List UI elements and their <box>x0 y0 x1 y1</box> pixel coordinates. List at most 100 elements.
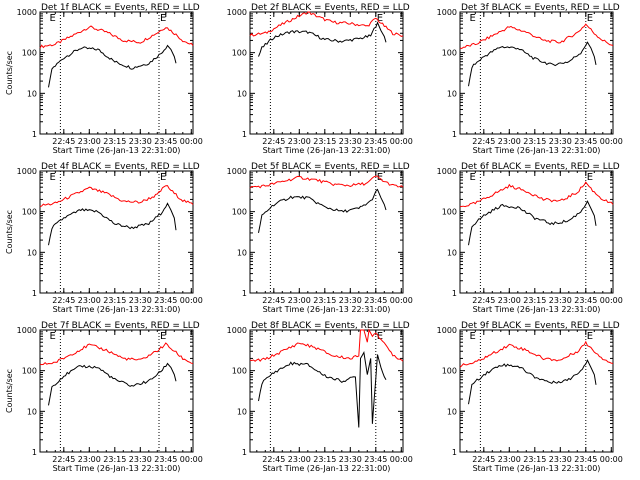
y-tick-label: 100 <box>442 208 457 217</box>
x-tick-label: 23:15 <box>523 137 546 146</box>
events-rate-line <box>48 202 177 246</box>
panel-title: Det 6f BLACK = Events, RED = LLD <box>461 162 620 172</box>
y-tick-label: 100 <box>442 49 457 58</box>
lld-rate-line <box>249 175 404 189</box>
x-tick-label: 00:00 <box>180 137 203 146</box>
plot-frame <box>249 170 404 294</box>
y-tick-label: 100 <box>22 367 37 376</box>
x-tick-label: 23:45 <box>154 296 177 305</box>
x-tick-label: 23:30 <box>549 296 572 305</box>
y-tick-label: 1000 <box>17 8 37 17</box>
x-axis-label: Start Time (26-Jan-13 22:31:00) <box>263 146 391 155</box>
panel-title: Det 9f BLACK = Events, RED = LLD <box>461 321 620 331</box>
lld-rate-line <box>459 181 614 208</box>
y-axis-label: Counts/sec <box>5 210 14 254</box>
y-tick-label: 1 <box>242 289 247 298</box>
event-marker-label: E <box>50 172 56 183</box>
y-tick-label: 100 <box>442 367 457 376</box>
x-tick-label: 23:45 <box>574 296 597 305</box>
x-tick-label: 23:00 <box>498 455 521 464</box>
x-tick-label: 23:45 <box>364 137 387 146</box>
panel-title: Det 2f BLACK = Events, RED = LLD <box>251 3 410 13</box>
y-tick-label: 100 <box>22 208 37 217</box>
lld-rate-line <box>459 340 614 368</box>
y-tick-label: 1000 <box>17 167 37 176</box>
y-tick-label: 1000 <box>227 326 247 335</box>
event-marker-label: E <box>470 172 476 183</box>
y-tick-label: 1 <box>32 130 37 139</box>
plot-frame <box>459 11 614 135</box>
y-tick-label: 1 <box>452 448 457 457</box>
x-tick-label: 22:45 <box>472 137 495 146</box>
panel-det-6f: Det 6f BLACK = Events, RED = LLD 1 10 100 10… <box>437 162 623 314</box>
event-marker-label: E <box>470 331 476 342</box>
x-axis-label: Start Time (26-Jan-13 22:31:00) <box>473 146 601 155</box>
x-tick-label: 00:00 <box>600 137 623 146</box>
x-tick-label: 23:45 <box>154 137 177 146</box>
y-tick-label: 1000 <box>227 8 247 17</box>
lld-rate-line <box>249 11 404 37</box>
x-tick-label: 00:00 <box>180 455 203 464</box>
panel-title: Det 5f BLACK = Events, RED = LLD <box>251 162 410 172</box>
x-tick-label: 23:00 <box>78 296 101 305</box>
events-rate-line <box>468 41 597 87</box>
panel-det-4f: Det 4f BLACK = Events, RED = LLD 1 10 100 10… <box>5 162 203 314</box>
plot-frame <box>249 11 404 135</box>
panel-det-7f: Det 7f BLACK = Events, RED = LLD 1 10 100 10… <box>5 321 203 473</box>
x-axis-label: Start Time (26-Jan-13 22:31:00) <box>263 305 391 314</box>
events-rate-line <box>48 44 177 88</box>
y-tick-label: 10 <box>27 248 37 257</box>
x-tick-label: 23:00 <box>498 137 521 146</box>
x-tick-label: 23:15 <box>103 296 126 305</box>
lld-rate-line <box>39 25 194 49</box>
events-rate-line <box>48 362 177 406</box>
x-tick-label: 23:15 <box>523 455 546 464</box>
x-axis-label: Start Time (26-Jan-13 22:31:00) <box>53 146 181 155</box>
x-tick-label: 23:15 <box>313 137 336 146</box>
y-tick-label: 10 <box>27 89 37 98</box>
x-tick-label: 23:00 <box>288 137 311 146</box>
x-tick-label: 22:45 <box>52 455 75 464</box>
x-axis-label: Start Time (26-Jan-13 22:31:00) <box>473 464 601 473</box>
event-marker-label: E <box>50 13 56 24</box>
y-tick-label: 10 <box>447 248 457 257</box>
events-rate-line <box>258 21 387 57</box>
x-tick-label: 23:15 <box>313 296 336 305</box>
x-tick-label: 23:30 <box>549 137 572 146</box>
y-tick-label: 10 <box>237 407 247 416</box>
panel-title: Det 3f BLACK = Events, RED = LLD <box>461 3 620 13</box>
x-tick-label: 22:45 <box>472 455 495 464</box>
x-tick-label: 00:00 <box>180 296 203 305</box>
x-tick-label: 23:45 <box>364 455 387 464</box>
event-marker-label: E <box>160 172 166 183</box>
x-tick-label: 23:30 <box>129 137 152 146</box>
panel-det-5f: Det 5f BLACK = Events, RED = LLD 1 10 100 10… <box>227 162 413 314</box>
x-tick-label: 23:00 <box>78 455 101 464</box>
y-tick-label: 1 <box>242 130 247 139</box>
lld-rate-line <box>39 185 194 208</box>
lld-rate-line <box>249 328 404 362</box>
x-tick-label: 22:45 <box>262 137 285 146</box>
x-tick-label: 23:00 <box>288 455 311 464</box>
events-rate-line <box>468 359 597 405</box>
x-axis-label: Start Time (26-Jan-13 22:31:00) <box>473 305 601 314</box>
y-tick-label: 10 <box>447 89 457 98</box>
y-tick-label: 1 <box>32 448 37 457</box>
x-tick-label: 23:15 <box>313 455 336 464</box>
x-tick-label: 00:00 <box>390 455 413 464</box>
y-tick-label: 1000 <box>437 167 457 176</box>
event-marker-label: E <box>377 331 383 342</box>
x-tick-label: 23:45 <box>364 296 387 305</box>
events-rate-line <box>468 200 597 246</box>
x-tick-label: 23:45 <box>154 455 177 464</box>
y-tick-label: 100 <box>232 208 247 217</box>
y-tick-label: 1000 <box>227 167 247 176</box>
event-marker-label: E <box>587 13 593 24</box>
x-tick-label: 23:30 <box>339 296 362 305</box>
x-tick-label: 22:45 <box>262 296 285 305</box>
x-tick-label: 22:45 <box>262 455 285 464</box>
y-tick-label: 1000 <box>437 326 457 335</box>
x-tick-label: 22:45 <box>52 137 75 146</box>
y-tick-label: 10 <box>237 248 247 257</box>
